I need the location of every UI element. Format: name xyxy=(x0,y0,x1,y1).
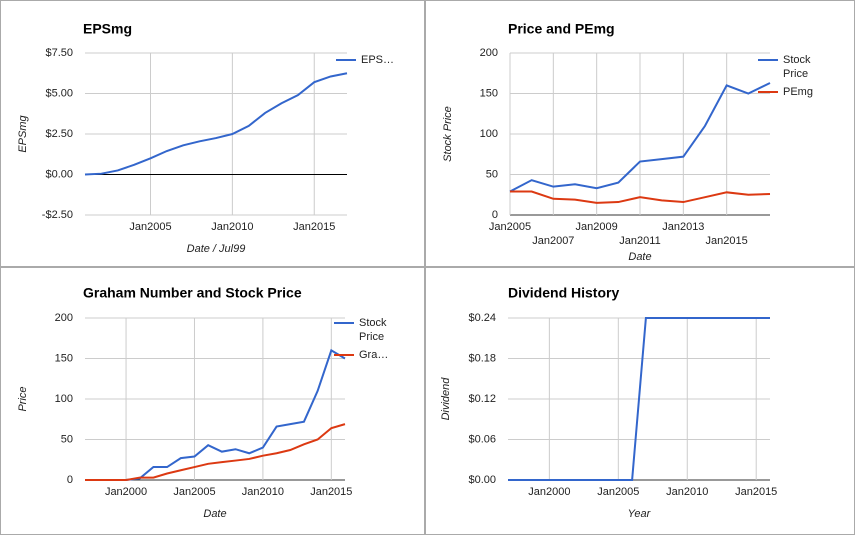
y-tick-label: $0.18 xyxy=(468,352,496,364)
x-axis-label: Date xyxy=(203,508,226,520)
y-tick-label: 0 xyxy=(67,474,73,486)
y-tick-label: 100 xyxy=(55,393,73,405)
y-tick-label: 200 xyxy=(480,47,498,59)
legend-label: EPS… xyxy=(361,54,394,66)
y-tick-label: $0.00 xyxy=(468,474,496,486)
y-axis-label: Price xyxy=(17,386,29,411)
legend-label: PEmg xyxy=(783,86,813,98)
x-tick-label: Jan2000 xyxy=(528,486,570,498)
y-tick-label: 150 xyxy=(55,352,73,364)
x-tick-label: Jan2009 xyxy=(576,221,618,233)
y-axis-label: EPSmg xyxy=(17,114,29,152)
x-tick-label: Jan2015 xyxy=(735,486,777,498)
x-tick-label: Jan2013 xyxy=(662,221,704,233)
y-axis-label: Stock Price xyxy=(442,106,454,162)
legend-label: Stock Price xyxy=(783,54,814,80)
x-tick-label: Jan2005 xyxy=(129,221,171,233)
series-line xyxy=(508,317,770,481)
x-tick-label: Jan2015 xyxy=(293,221,335,233)
y-tick-label: $5.00 xyxy=(45,87,73,99)
y-tick-label: $0.00 xyxy=(45,168,73,180)
y-tick-label: $0.12 xyxy=(468,393,496,405)
legend-label: Stock Price xyxy=(359,317,390,343)
x-tick-label: Jan2015 xyxy=(706,235,748,247)
series-line xyxy=(510,190,771,204)
x-tick-label: Jan2010 xyxy=(666,486,708,498)
series-line xyxy=(509,82,771,193)
x-tick-label: Jan2005 xyxy=(597,486,639,498)
y-tick-label: 50 xyxy=(61,433,73,445)
chart-title: Dividend History xyxy=(508,285,619,301)
y-tick-label: 50 xyxy=(486,168,498,180)
series-line xyxy=(84,72,348,176)
x-tick-label: Jan2000 xyxy=(105,486,147,498)
chart-title: EPSmg xyxy=(83,21,132,37)
x-axis-label: Year xyxy=(628,508,652,520)
y-tick-label: $0.06 xyxy=(468,433,496,445)
y-tick-label: 150 xyxy=(480,87,498,99)
x-tick-label: Jan2005 xyxy=(489,221,531,233)
y-tick-label: 0 xyxy=(492,209,498,221)
x-tick-label: Jan2010 xyxy=(242,486,284,498)
panel xyxy=(425,267,855,535)
x-tick-label: Jan2010 xyxy=(211,221,253,233)
y-tick-label: $2.50 xyxy=(45,128,73,140)
x-tick-label: Jan2011 xyxy=(619,235,660,247)
y-tick-label: $7.50 xyxy=(45,47,73,59)
y-tick-label: -$2.50 xyxy=(42,209,73,221)
x-axis-label: Date xyxy=(628,251,651,263)
y-tick-label: 200 xyxy=(55,312,73,324)
x-axis-label: Date / Jul99 xyxy=(187,243,246,255)
y-axis-label: Dividend xyxy=(440,377,452,421)
y-tick-label: $0.24 xyxy=(468,312,496,324)
series-line xyxy=(85,423,346,481)
chart-title: Price and PEmg xyxy=(508,21,615,37)
panel xyxy=(0,267,425,535)
x-tick-label: Jan2007 xyxy=(532,235,574,247)
x-tick-label: Jan2005 xyxy=(173,486,215,498)
legend-label: Gra… xyxy=(359,349,388,361)
x-tick-label: Jan2015 xyxy=(310,486,352,498)
y-tick-label: 100 xyxy=(480,128,498,140)
chart-title: Graham Number and Stock Price xyxy=(83,285,302,301)
